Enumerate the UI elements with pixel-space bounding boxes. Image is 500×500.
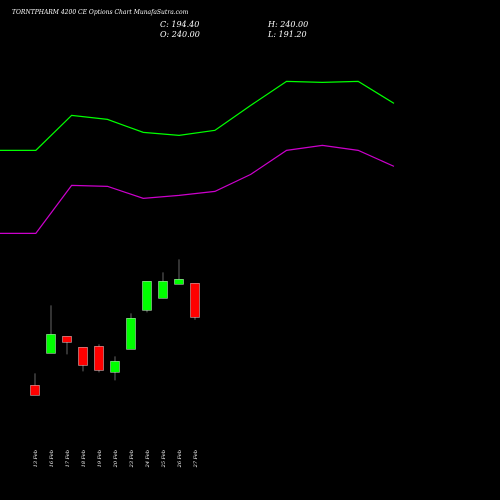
candle-body — [78, 347, 88, 366]
candle-body — [158, 281, 168, 299]
x-tick-label: 17 Feb — [65, 450, 71, 467]
close-text: C: 194.40 — [160, 20, 199, 29]
candle-body — [142, 281, 152, 311]
x-tick-label: 24 Feb — [145, 450, 151, 468]
band-line — [0, 144, 395, 234]
candle-body — [174, 279, 184, 285]
x-tick-label: 19 Feb — [97, 450, 103, 467]
candle-body — [110, 361, 120, 373]
candle-body — [30, 385, 40, 396]
candle-body — [62, 336, 72, 343]
x-tick-label: 13 Feb — [33, 450, 39, 467]
x-tick-label: 16 Feb — [49, 450, 55, 467]
candle-body — [126, 318, 136, 350]
high-text: H: 240.00 — [267, 20, 308, 29]
chart-title: TORNTPHARM 4200 CE Options Chart MunafaS… — [12, 9, 189, 16]
x-tick-label: 18 Feb — [81, 450, 87, 467]
candle-body — [190, 283, 200, 318]
candle-body — [46, 334, 56, 354]
candle-body — [94, 346, 104, 371]
x-tick-label: 20 Feb — [113, 450, 119, 468]
x-tick-label: 23 Feb — [129, 450, 135, 468]
open-text: O: 240.00 — [160, 30, 200, 39]
x-tick-label: 26 Feb — [177, 450, 183, 468]
x-tick-label: 27 Feb — [193, 450, 199, 468]
band-line — [0, 80, 395, 151]
x-tick-label: 25 Feb — [161, 450, 167, 468]
low-text: L: 191.20 — [267, 30, 307, 39]
